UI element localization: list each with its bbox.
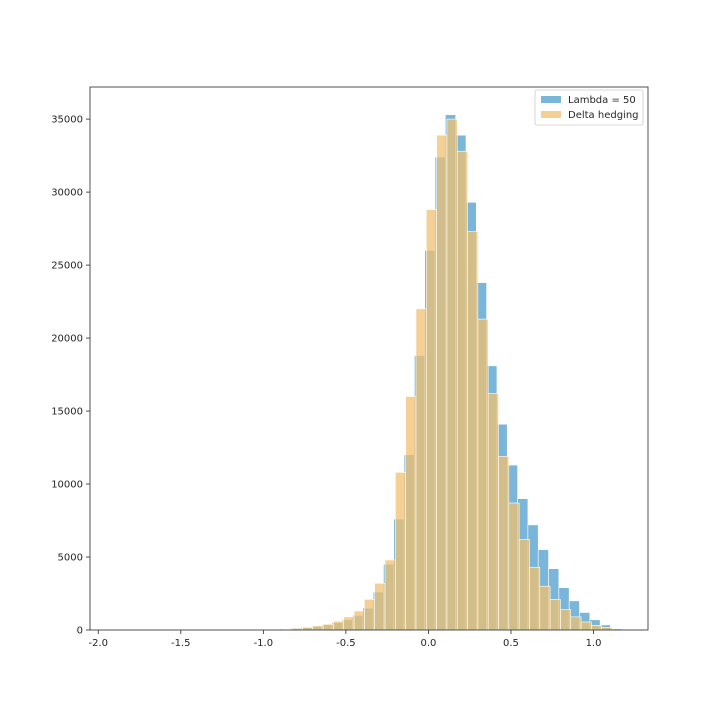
delta-bar xyxy=(487,393,499,631)
y-tick-label: 35000 xyxy=(51,115,83,126)
x-tick-label: 1.0 xyxy=(586,638,602,649)
delta-bar xyxy=(353,610,365,631)
delta-bar xyxy=(395,472,406,631)
delta-bar xyxy=(446,118,458,631)
delta-bar xyxy=(333,620,345,631)
x-tick-label: -0.5 xyxy=(336,638,356,649)
delta-bar xyxy=(384,559,396,631)
plot-area: -2.0 -1.5 -1.0 -0.5 0.0 0.5 1.0 0 5000 10000 1500… xyxy=(51,86,649,649)
delta-bar xyxy=(508,502,520,631)
x-tick-label: -1.0 xyxy=(254,638,274,649)
x-tick-label: 0.5 xyxy=(503,638,519,649)
legend-swatch-delta xyxy=(541,111,561,118)
x-tick-label: 0.0 xyxy=(420,638,436,649)
delta-bar xyxy=(405,396,417,631)
legend: Lambda = 50 Delta hedging xyxy=(534,89,644,126)
y-tick-label: 30000 xyxy=(51,188,83,199)
legend-label-delta: Delta hedging xyxy=(568,110,639,121)
delta-bar xyxy=(539,585,551,631)
legend-box xyxy=(534,89,644,126)
delta-bar xyxy=(425,209,437,631)
x-tick-label: -1.5 xyxy=(171,638,191,649)
delta-bar xyxy=(343,616,355,631)
delta-bar xyxy=(549,599,561,631)
delta-bar xyxy=(570,616,582,631)
delta-bar xyxy=(436,134,448,631)
delta-bar xyxy=(560,609,572,631)
legend-swatch-lambda xyxy=(541,96,561,103)
delta-bar xyxy=(498,455,510,631)
delta-bar xyxy=(312,625,324,631)
delta-bar xyxy=(322,623,334,631)
y-tick-label: 15000 xyxy=(51,407,83,418)
delta-bar xyxy=(374,582,386,631)
delta-bar xyxy=(364,599,376,631)
axes-frame xyxy=(89,86,649,631)
y-tick-label: 25000 xyxy=(51,261,83,272)
series-delta-bars xyxy=(281,118,633,631)
x-axis: -2.0 -1.5 -1.0 -0.5 0.0 0.5 1.0 xyxy=(88,630,601,649)
y-tick-label: 20000 xyxy=(51,334,83,345)
y-axis: 0 5000 10000 15000 20000 25000 30000 35000 xyxy=(51,115,90,637)
delta-bar xyxy=(467,231,479,631)
legend-label-lambda: Lambda = 50 xyxy=(568,95,636,106)
y-tick-label: 10000 xyxy=(51,480,83,491)
axes-background xyxy=(90,87,648,630)
delta-bar xyxy=(580,621,592,631)
delta-bar xyxy=(518,539,530,631)
x-tick-label: -2.0 xyxy=(88,638,108,649)
delta-bar xyxy=(591,625,602,631)
delta-bar xyxy=(415,308,427,631)
delta-bar xyxy=(529,566,541,631)
y-tick-label: 5000 xyxy=(58,553,83,564)
delta-bar xyxy=(456,150,468,631)
delta-bar xyxy=(477,318,489,631)
y-tick-label: 0 xyxy=(77,626,83,637)
